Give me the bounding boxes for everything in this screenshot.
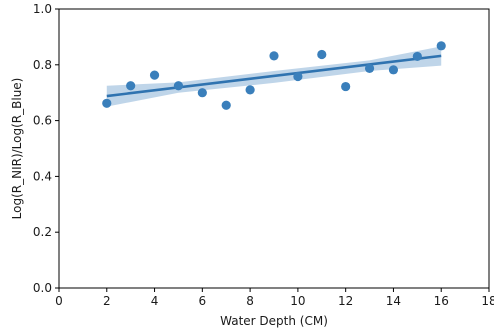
- data-point: [102, 98, 112, 108]
- x-tick-label: 12: [338, 294, 353, 308]
- axes-layer: 0 2 4 6 8 10 12 14 16 18 0.0 0.2 0.4 0.6 0.8 1.0: [33, 2, 494, 308]
- x-tick-label: 2: [103, 294, 111, 308]
- data-point: [412, 51, 422, 62]
- y-tick-label: 1.0: [33, 2, 52, 16]
- data-point: [173, 81, 184, 91]
- data-point: [341, 81, 351, 92]
- data-points-layer: [102, 41, 446, 110]
- y-tick-label: 0.0: [33, 281, 52, 295]
- x-tick-label: 8: [246, 294, 254, 308]
- regression-line: [106, 54, 442, 98]
- x-tick-label: 0: [55, 294, 63, 308]
- data-point: [221, 100, 231, 110]
- y-tick-label: 0.4: [33, 169, 52, 183]
- regression-line-layer: [106, 54, 442, 98]
- data-point: [197, 88, 207, 98]
- data-point: [126, 81, 136, 91]
- data-point: [436, 41, 446, 51]
- data-point: [245, 85, 255, 95]
- x-tick-label: 4: [151, 294, 159, 308]
- data-point: [364, 63, 375, 74]
- x-axis-label: Water Depth (CM): [220, 314, 328, 328]
- data-point: [269, 51, 279, 61]
- y-axis-label: Log(R_NIR)/Log(R_Blue): [10, 78, 24, 220]
- x-tick-label: 6: [199, 294, 207, 308]
- y-tick-label: 0.2: [33, 225, 52, 239]
- data-point: [317, 49, 327, 60]
- data-point: [149, 70, 160, 80]
- y-tick-label: 0.6: [33, 114, 52, 128]
- x-tick-label: 18: [481, 294, 494, 308]
- x-tick-label: 10: [290, 294, 305, 308]
- plot-frame: [58, 8, 490, 289]
- data-point: [388, 65, 399, 75]
- y-tick-label: 0.8: [33, 58, 52, 72]
- x-tick-label: 16: [434, 294, 449, 308]
- x-tick-label: 14: [386, 294, 401, 308]
- data-point: [293, 71, 303, 82]
